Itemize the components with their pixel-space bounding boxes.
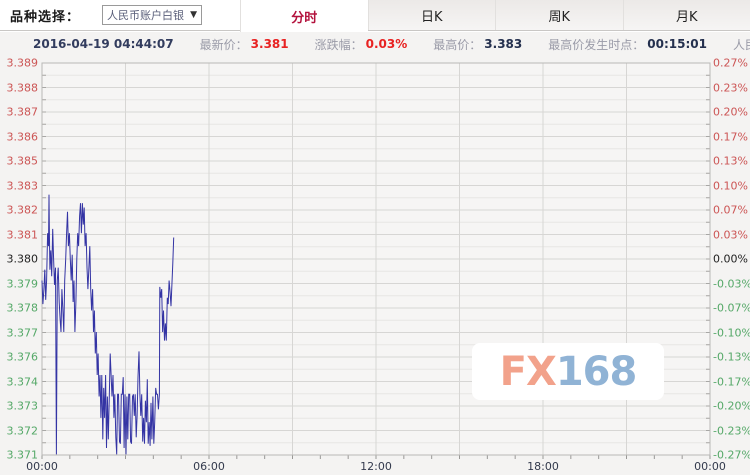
y-axis-percent-label: -0.23% xyxy=(713,424,750,437)
y-axis-price-label: 3.388 xyxy=(6,81,39,94)
y-axis-price-label: 3.379 xyxy=(6,277,39,290)
y-axis-price-label: 3.378 xyxy=(6,301,39,315)
y-axis-price-label: 3.382 xyxy=(6,203,39,217)
latest-price-value: 3.381 xyxy=(250,37,289,51)
y-axis-percent-label: -0.20% xyxy=(713,399,750,413)
high-price-label: 最高价： xyxy=(433,37,482,52)
y-axis-percent-label: 0.10% xyxy=(713,179,748,192)
variety-label: 品种选择： xyxy=(10,9,81,25)
instrument-name: 人民币账户白银 xyxy=(732,37,750,52)
y-axis-price-label: 3.387 xyxy=(6,105,39,119)
y-axis-percent-label: 0.17% xyxy=(713,130,748,143)
variety-selector-group: 品种选择： 人民币账户白银 ▼ xyxy=(0,0,240,30)
high-price-value: 3.383 xyxy=(484,37,523,51)
high-time-label: 最高价发生时点： xyxy=(548,37,645,52)
y-axis-percent-label: -0.17% xyxy=(713,375,750,388)
quote-info-bar: 2016-04-19 04:44:07 最新价： 3.381 涨跌幅： 0.03… xyxy=(0,32,750,56)
watermark-168-text: 168 xyxy=(555,348,637,395)
y-axis-percent-label: -0.03% xyxy=(713,277,750,290)
tab-monthly-k[interactable]: 月K xyxy=(622,0,750,30)
chart-tabs: 分时 日K 周K 月K xyxy=(240,0,750,32)
fx168-watermark: FX 168 xyxy=(472,343,664,400)
y-axis-percent-label: -0.07% xyxy=(713,301,750,315)
y-axis-price-label: 3.377 xyxy=(6,326,39,339)
x-axis-time-label: 00:00 xyxy=(26,460,58,473)
variety-dropdown[interactable]: 人民币账户白银 ▼ xyxy=(102,5,203,25)
y-axis-price-label: 3.383 xyxy=(6,179,39,192)
quote-datetime: 2016-04-19 04:44:07 xyxy=(33,37,174,51)
watermark-fx-text: FX xyxy=(499,348,557,395)
intraday-line-chart xyxy=(41,62,711,459)
latest-price-label: 最新价： xyxy=(199,37,248,52)
change-percent-value: 0.03% xyxy=(365,37,408,51)
y-axis-price-label: 3.389 xyxy=(6,56,39,70)
y-axis-price-label: 3.373 xyxy=(6,399,39,413)
y-axis-price-label: 3.371 xyxy=(6,448,39,462)
y-axis-percent-label: 0.07% xyxy=(713,203,748,217)
y-axis-price-label: 3.374 xyxy=(6,375,39,388)
x-axis-time-label: 18:00 xyxy=(527,460,559,473)
x-axis-time-label: 00:00 xyxy=(694,460,726,473)
price-line xyxy=(41,194,175,455)
y-axis-percent-label: 0.27% xyxy=(713,56,748,70)
y-axis-percent-label: 0.13% xyxy=(713,154,748,168)
chevron-down-icon: ▼ xyxy=(190,10,198,20)
y-axis-percent-label: 0.03% xyxy=(713,228,748,241)
variety-dropdown-value: 人民币账户白银 xyxy=(107,9,185,22)
x-axis-time-label: 06:00 xyxy=(193,460,225,473)
price-chart: FX 168 3.389 3.388 3.387 3.386 3.385 3.383 3.38… xyxy=(0,56,750,475)
y-axis-percent-label: -0.10% xyxy=(713,326,750,339)
tab-weekly-k[interactable]: 周K xyxy=(495,0,623,30)
y-axis-percent-label: -0.27% xyxy=(713,448,750,462)
y-axis-price-label: 3.381 xyxy=(6,228,39,241)
change-percent-label: 涨跌幅： xyxy=(314,37,363,52)
y-axis-price-label: 3.385 xyxy=(6,154,39,168)
y-axis-percent-label: 0.00% xyxy=(713,252,748,266)
high-time-value: 00:15:01 xyxy=(647,37,707,51)
y-axis-percent-label: 0.20% xyxy=(713,105,748,119)
y-axis-percent-label: 0.23% xyxy=(713,81,748,94)
x-axis-time-label: 12:00 xyxy=(360,460,392,473)
top-bar: 品种选择： 人民币账户白银 ▼ 分时 日K 周K 月K xyxy=(0,0,750,32)
y-axis-price-label: 3.372 xyxy=(6,424,39,437)
y-axis-price-label: 3.380 xyxy=(6,252,39,266)
tab-daily-k[interactable]: 日K xyxy=(367,0,495,30)
tab-intraday[interactable]: 分时 xyxy=(240,0,368,32)
y-axis-percent-label: -0.13% xyxy=(713,350,750,364)
y-axis-price-label: 3.386 xyxy=(6,130,39,143)
y-axis-price-label: 3.376 xyxy=(6,350,39,364)
